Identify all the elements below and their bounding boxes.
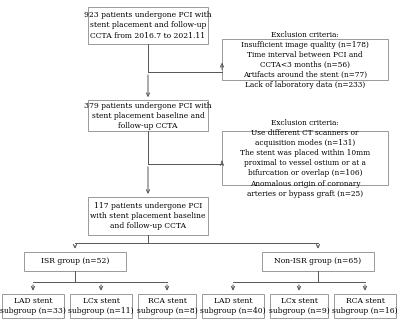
Text: 117 patients undergone PCI
with stent placement baseline
and follow-up CCTA: 117 patients undergone PCI with stent pl…	[90, 202, 206, 230]
FancyBboxPatch shape	[24, 252, 126, 271]
Text: LCx stent
subgroup (n=11): LCx stent subgroup (n=11)	[68, 297, 134, 315]
FancyBboxPatch shape	[88, 7, 208, 44]
FancyBboxPatch shape	[88, 100, 208, 131]
Text: RCA stent
subgroup (n=16): RCA stent subgroup (n=16)	[332, 297, 398, 315]
Text: 923 patients undergone PCI with
stent placement and follow-up
CCTA from 2016.7 t: 923 patients undergone PCI with stent pl…	[84, 11, 212, 39]
FancyBboxPatch shape	[334, 294, 396, 318]
Text: Exclusion criteria:
Use different CT scanners or
acquisition modes (n=131)
The s: Exclusion criteria: Use different CT sca…	[240, 119, 370, 197]
Text: RCA stent
subgroup (n=8): RCA stent subgroup (n=8)	[137, 297, 197, 315]
Text: LAD stent
subgroup (n=40): LAD stent subgroup (n=40)	[200, 297, 266, 315]
FancyBboxPatch shape	[262, 252, 374, 271]
FancyBboxPatch shape	[88, 197, 208, 235]
FancyBboxPatch shape	[270, 294, 328, 318]
FancyBboxPatch shape	[70, 294, 132, 318]
Text: Non-ISR group (n=65): Non-ISR group (n=65)	[274, 257, 362, 265]
FancyBboxPatch shape	[222, 131, 388, 185]
Text: LCx stent
subgroup (n=9): LCx stent subgroup (n=9)	[269, 297, 329, 315]
FancyBboxPatch shape	[138, 294, 196, 318]
Text: ISR group (n=52): ISR group (n=52)	[41, 257, 109, 265]
FancyBboxPatch shape	[2, 294, 64, 318]
FancyBboxPatch shape	[202, 294, 264, 318]
Text: LAD stent
subgroup (n=33): LAD stent subgroup (n=33)	[0, 297, 66, 315]
Text: Exclusion criteria:
Insufficient image quality (n=178)
Time interval between PCI: Exclusion criteria: Insufficient image q…	[241, 31, 369, 89]
FancyBboxPatch shape	[222, 39, 388, 80]
Text: 379 patients undergone PCI with
stent placement baseline and
follow-up CCTA: 379 patients undergone PCI with stent pl…	[84, 102, 212, 130]
